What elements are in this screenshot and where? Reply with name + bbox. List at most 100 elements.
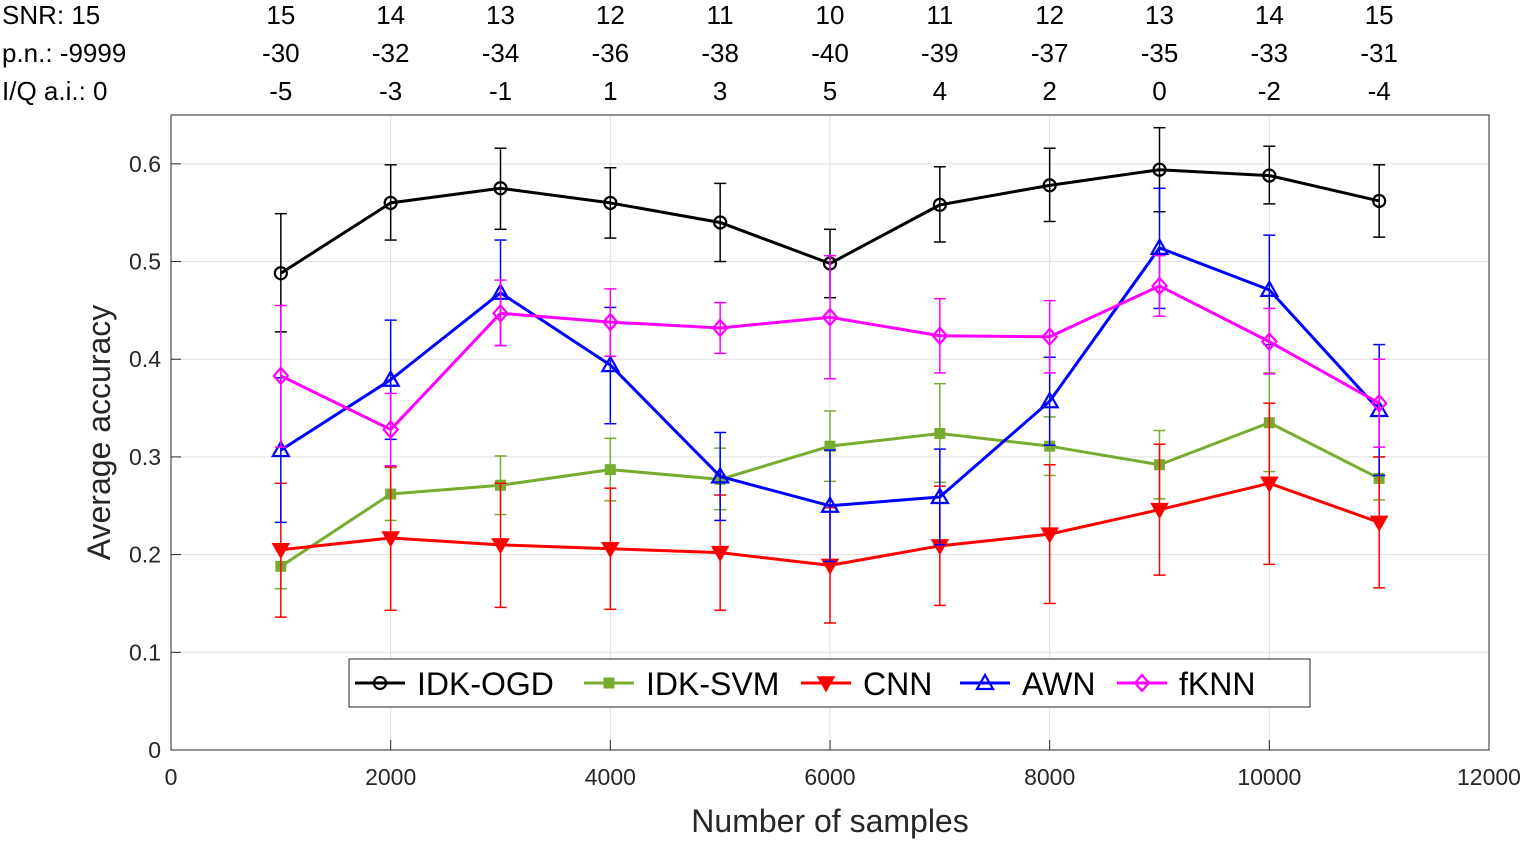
data-point-fknn (1370, 393, 1388, 413)
annotation-value: -34 (482, 38, 520, 68)
annotation-value: 1 (603, 76, 617, 106)
legend-marker-awn (975, 672, 995, 691)
annotation-value: -37 (1031, 38, 1069, 68)
legend-marker-fknn (1133, 673, 1151, 693)
data-point-idk-svm (604, 464, 616, 476)
data-point-cnn (491, 538, 510, 555)
x-tick-label: 12000 (1457, 764, 1521, 790)
y-axis-label: Average accuracy (81, 305, 117, 561)
data-point-fknn (272, 366, 290, 386)
data-point-idk-ogd (1262, 168, 1277, 183)
annotation-value: 11 (707, 0, 734, 30)
annotation-row-label: I/Q a.i.: 0 (2, 76, 108, 106)
data-point-fknn (601, 312, 619, 332)
data-point-cnn (1150, 502, 1169, 520)
y-axis-ticks: 0 0.1 0.2 0.3 0.4 0.5 0.6 (129, 151, 181, 763)
series-line-fknn (280, 284, 1380, 432)
annotation-value: -39 (921, 38, 959, 68)
legend-label-awn: AWN (1022, 666, 1095, 702)
y-tick-label: 0.6 (129, 151, 161, 177)
legend-marker-idk-svm (603, 677, 615, 689)
annotation-value: 15 (1365, 0, 1394, 30)
data-point-idk-ogd (1152, 162, 1167, 177)
y-tick-label: 0.2 (129, 542, 161, 568)
y-tick-label: 0.3 (129, 444, 161, 470)
y-tick-label: 0.1 (129, 639, 161, 665)
data-point-awn (1149, 237, 1170, 255)
series-group (270, 126, 1390, 624)
annotation-value: -40 (811, 38, 849, 68)
x-tick-label: 2000 (365, 764, 416, 790)
legend-label-cnn: CNN (863, 666, 932, 702)
annotation-value: 11 (926, 0, 953, 30)
annotation-value: 5 (823, 76, 837, 106)
annotation-value: 12 (596, 0, 625, 30)
x-tick-label: 0 (165, 764, 178, 790)
annotation-value: 13 (486, 0, 515, 30)
data-point-idk-ogd (273, 266, 288, 281)
annotation-value: -31 (1360, 38, 1398, 68)
data-point-cnn (1260, 476, 1279, 493)
top-annotations: SNR: 15 15 14 13 12 11 10 11 12 13 14 15p.n.: -9999… (2, 0, 1398, 106)
annotation-value: 15 (266, 0, 295, 30)
annotation-value: 14 (1255, 0, 1284, 30)
annotation-row-label: SNR: 15 (2, 0, 100, 30)
data-point-cnn (710, 545, 730, 563)
data-point-idk-ogd (713, 215, 728, 230)
y-tick-label: 0 (148, 737, 161, 763)
annotation-value: -5 (269, 76, 292, 106)
annotation-value: -3 (379, 76, 402, 106)
x-tick-label: 8000 (1024, 764, 1075, 790)
annotation-value: 13 (1145, 0, 1174, 30)
data-point-awn (1039, 391, 1060, 409)
data-point-awn (600, 354, 621, 373)
data-point-cnn (601, 542, 620, 559)
data-point-fknn (1041, 327, 1059, 347)
data-point-awn (270, 439, 291, 458)
annotation-value: 3 (713, 76, 727, 106)
annotation-value: 0 (1152, 76, 1166, 106)
annotation-value: -38 (701, 38, 739, 68)
data-point-awn (380, 369, 401, 387)
annotation-value: -2 (1258, 76, 1281, 106)
annotation-value: 2 (1042, 76, 1056, 106)
x-tick-label: 4000 (585, 764, 636, 790)
data-point-cnn (1369, 515, 1389, 532)
annotation-value: -35 (1141, 38, 1179, 68)
data-point-fknn (821, 307, 839, 327)
data-point-idk-svm (934, 427, 946, 439)
data-point-idk-ogd (932, 197, 947, 212)
data-point-fknn (931, 326, 949, 346)
data-point-cnn (381, 531, 400, 548)
legend-label-idk-ogd: IDK-OGD (417, 666, 554, 702)
data-point-cnn (1040, 527, 1059, 544)
legend: IDK-OGD IDK-SVM CNN AWN fKNN (348, 658, 1311, 708)
annotation-value: -33 (1251, 38, 1289, 68)
annotation-value: -1 (489, 76, 512, 106)
data-point-idk-ogd (493, 181, 508, 196)
series-fknn (272, 254, 1388, 467)
data-point-awn (929, 486, 950, 505)
series-line-awn (280, 246, 1381, 508)
annotation-row-label: p.n.: -9999 (2, 38, 126, 68)
annotation-value: -36 (592, 38, 630, 68)
data-point-idk-ogd (603, 195, 618, 211)
data-point-fknn (711, 318, 729, 338)
data-point-awn (710, 466, 731, 484)
y-tick-label: 0.5 (129, 249, 161, 275)
data-point-awn (1259, 279, 1280, 297)
data-point-idk-ogd (383, 195, 398, 211)
annotation-value: -30 (262, 38, 300, 68)
legend-marker-idk-ogd (372, 675, 388, 691)
annotation-value: 12 (1035, 0, 1064, 30)
data-point-fknn (1260, 331, 1278, 352)
legend-label-idk-svm: IDK-SVM (646, 666, 779, 702)
annotation-value: -4 (1368, 76, 1391, 106)
annotation-value: 10 (816, 0, 845, 30)
annotation-value: 14 (376, 0, 405, 30)
y-tick-label: 0.4 (129, 346, 161, 372)
legend-label-fknn: fKNN (1179, 666, 1255, 702)
x-axis-ticks: 0 2000 4000 6000 8000 10000 12000 (165, 740, 1521, 790)
